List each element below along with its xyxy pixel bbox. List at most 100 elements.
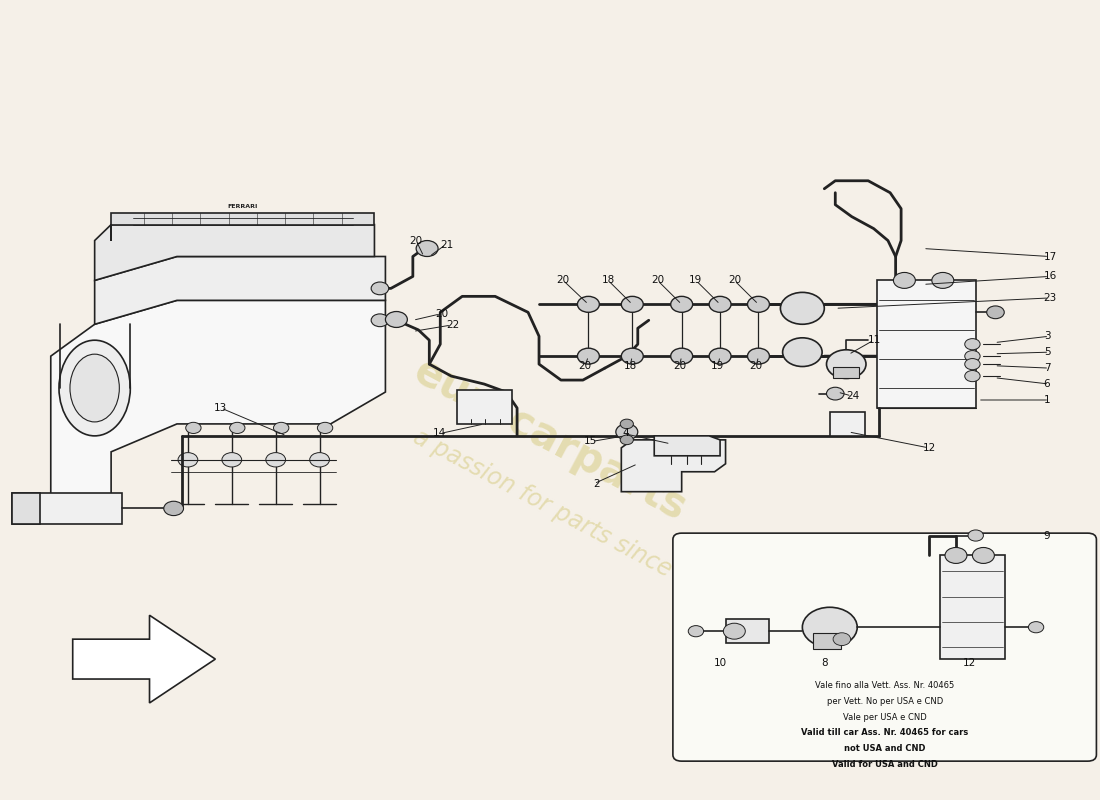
Text: 4: 4 [623, 429, 629, 438]
Text: Vale per USA e CND: Vale per USA e CND [843, 713, 926, 722]
Circle shape [416, 241, 438, 257]
Circle shape [932, 273, 954, 288]
Text: Valid till car Ass. Nr. 40465 for cars: Valid till car Ass. Nr. 40465 for cars [801, 729, 968, 738]
Text: FERRARI: FERRARI [228, 204, 258, 209]
Circle shape [833, 633, 850, 646]
Circle shape [616, 424, 638, 440]
Circle shape [710, 296, 732, 312]
Text: 18: 18 [624, 361, 637, 370]
Text: a passion for parts since 1985: a passion for parts since 1985 [409, 426, 735, 614]
Circle shape [802, 607, 857, 647]
Text: 11: 11 [868, 335, 881, 346]
Text: 20: 20 [651, 275, 664, 286]
Circle shape [266, 453, 286, 467]
Polygon shape [95, 257, 385, 324]
Text: 15: 15 [584, 437, 597, 446]
Text: 23: 23 [1044, 293, 1057, 303]
Circle shape [621, 296, 643, 312]
Circle shape [230, 422, 245, 434]
Text: 12: 12 [962, 658, 976, 668]
Bar [12, 494, 122, 523]
Circle shape [620, 419, 634, 429]
Circle shape [710, 348, 732, 364]
Text: 12: 12 [923, 443, 936, 453]
Circle shape [972, 547, 994, 563]
Circle shape [965, 358, 980, 370]
Text: 20: 20 [579, 361, 592, 370]
Text: 20: 20 [557, 275, 570, 286]
Text: Valid for USA and CND: Valid for USA and CND [832, 760, 937, 770]
Circle shape [945, 547, 967, 563]
Text: 14: 14 [432, 429, 446, 438]
Circle shape [371, 314, 388, 326]
Circle shape [671, 296, 693, 312]
Circle shape [987, 306, 1004, 318]
Polygon shape [51, 300, 385, 515]
Circle shape [671, 348, 693, 364]
Bar [877, 281, 976, 408]
Text: per Vett. No per USA e CND: per Vett. No per USA e CND [826, 697, 943, 706]
Circle shape [222, 453, 242, 467]
Bar [833, 366, 859, 378]
Circle shape [318, 422, 332, 434]
Circle shape [310, 453, 330, 467]
Text: 13: 13 [214, 403, 228, 413]
Circle shape [371, 282, 388, 294]
Text: 20: 20 [728, 275, 741, 286]
Circle shape [578, 296, 600, 312]
Text: 19: 19 [712, 361, 725, 370]
Text: 20: 20 [750, 361, 762, 370]
Text: 7: 7 [1044, 363, 1050, 373]
Bar [456, 390, 512, 424]
Circle shape [780, 292, 824, 324]
Circle shape [826, 350, 866, 378]
Text: 5: 5 [1044, 347, 1050, 357]
Circle shape [689, 626, 704, 637]
Bar [813, 633, 840, 649]
Text: Vale fino alla Vett. Ass. Nr. 40465: Vale fino alla Vett. Ass. Nr. 40465 [815, 681, 955, 690]
Text: 22: 22 [446, 320, 459, 330]
Circle shape [965, 350, 980, 362]
Circle shape [578, 348, 600, 364]
Circle shape [968, 530, 983, 541]
Ellipse shape [70, 354, 119, 422]
Text: eurocarparts: eurocarparts [406, 350, 694, 530]
Ellipse shape [59, 340, 130, 436]
Polygon shape [654, 436, 720, 456]
Bar [939, 555, 1005, 659]
Circle shape [186, 422, 201, 434]
Circle shape [1028, 622, 1044, 633]
Text: 20: 20 [409, 235, 422, 246]
Circle shape [748, 296, 769, 312]
Circle shape [621, 348, 643, 364]
Circle shape [782, 338, 822, 366]
Circle shape [748, 348, 769, 364]
Text: 24: 24 [846, 391, 859, 401]
Bar [726, 619, 769, 643]
FancyBboxPatch shape [673, 533, 1097, 761]
Text: 6: 6 [1044, 379, 1050, 389]
Text: 3: 3 [1044, 331, 1050, 342]
Polygon shape [111, 213, 374, 241]
Text: 17: 17 [1044, 251, 1057, 262]
Text: 8: 8 [821, 658, 827, 668]
Text: 2: 2 [593, 478, 600, 489]
Text: 20: 20 [673, 361, 686, 370]
Polygon shape [73, 615, 216, 703]
Polygon shape [95, 225, 374, 281]
Circle shape [385, 311, 407, 327]
Text: 21: 21 [440, 239, 453, 250]
Text: 9: 9 [1044, 530, 1050, 541]
Text: 1: 1 [1044, 395, 1050, 405]
Text: not USA and CND: not USA and CND [844, 744, 925, 754]
Text: 18: 18 [602, 275, 615, 286]
Text: 16: 16 [1044, 271, 1057, 282]
Text: 10: 10 [714, 658, 727, 668]
Circle shape [178, 453, 198, 467]
Circle shape [620, 435, 634, 445]
Circle shape [893, 273, 915, 288]
Circle shape [164, 502, 184, 515]
Circle shape [965, 370, 980, 382]
Circle shape [826, 387, 844, 400]
Text: 19: 19 [690, 275, 703, 286]
